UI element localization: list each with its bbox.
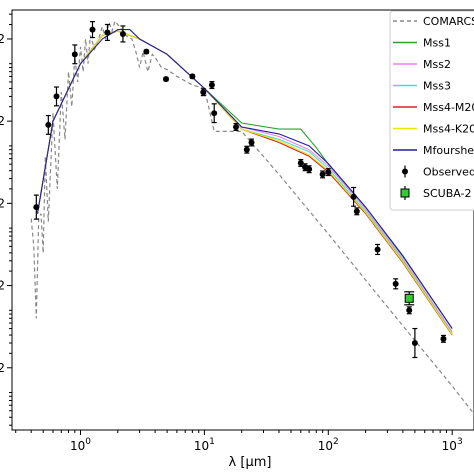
legend-label: Mss3 [423,80,451,93]
observed-point [143,48,150,55]
observed-marker [306,166,313,173]
observed-marker [53,93,60,100]
observed-point [53,86,60,107]
observed-marker [411,340,418,347]
observed-marker [104,29,111,36]
observed-point [392,278,399,290]
observed-marker [248,139,255,146]
x-tick-label: 100 [70,437,91,453]
observed-point [89,21,96,39]
observed-point [319,170,326,179]
legend-item-mss4-m20: Mss4-M20 [393,101,474,114]
legend-label: Mss4-K20 [423,123,474,136]
y-tick-label: 0.2 [0,32,5,46]
x-tick-label: 101 [194,437,215,453]
y-tick-label: 0.002 [0,196,5,210]
observed-marker [319,171,326,178]
observed-point [306,165,313,174]
observed-marker [350,193,357,200]
y-tick-label: 0.00002 [0,361,5,375]
observed-marker [243,146,250,153]
observed-point [33,194,40,220]
observed-marker [208,82,215,89]
legend-label: Mfourshell [423,144,474,157]
observed-point [200,88,207,97]
series-line-comarcs [30,19,474,415]
y-tick-label: 0.0002 [0,279,5,293]
observed-marker [200,89,207,96]
observed-marker [189,73,196,80]
observed-point [325,168,332,177]
y-tick-label: 0.02 [0,114,5,128]
observed-point [119,25,126,43]
legend-marker-swatch [402,168,408,175]
observed-marker [325,169,332,176]
observed-marker [297,159,304,166]
observed-marker [211,110,218,117]
legend-label: SCUBA-2 [423,187,472,200]
observed-point [297,158,304,167]
observed-marker [163,76,170,83]
legend-item-mss2: Mss2 [393,58,451,71]
observed-point [406,306,413,315]
legend-item-comarcs: COMARCS [393,15,474,28]
observed-marker [71,51,78,58]
observed-marker [440,335,447,342]
scuba2-marker [404,293,414,303]
legend-item-scuba-2: SCUBA-2 [400,186,472,200]
series-line-mfourshell [36,29,453,329]
observed-point [411,327,418,359]
scuba2-points-layer [404,291,415,306]
observed-marker [33,204,40,211]
observed-marker [233,123,240,130]
x-tick-label: 102 [318,437,339,453]
observed-point [350,186,357,207]
observed-point [248,138,255,147]
x-tick-label: 103 [442,437,463,453]
legend-items: COMARCS Mss1 Mss2 Mss3 Mss4-M20 Mss4-K20 Mfour… [393,15,474,200]
observed-point [243,145,250,154]
observed-marker [406,307,413,314]
observed-point [189,73,196,80]
observed-marker [392,280,399,287]
legend: COMARCS Mss1 Mss2 Mss3 Mss4-M20 Mss4-K20 Mfour… [389,10,474,211]
observed-marker [89,26,96,33]
observed-point [208,81,215,90]
x-axis-title: λ [µm] [229,455,272,470]
y-axis: 0.2 0.02 0.002 0.0002 0.00002 [0,13,12,426]
observed-marker [353,208,360,215]
observed-marker [374,246,381,253]
x-axis: 100 101 102 103 [15,430,463,453]
observed-marker [119,30,126,37]
legend-marker-swatch [400,188,410,198]
observed-point [104,23,111,42]
legend-label: Observed [423,166,474,179]
observed-point [163,76,170,83]
scuba2-point [404,291,415,306]
legend-label: Mss4-M20 [423,101,474,114]
observed-point [211,103,218,124]
legend-box [389,10,474,211]
observed-point [45,114,52,135]
observed-point [71,44,78,65]
observed-point [374,243,381,256]
legend-item-mss1: Mss1 [393,37,451,50]
legend-item-observed: Observed [402,165,474,179]
legend-label: COMARCS [423,15,474,28]
observed-marker [143,48,150,55]
observed-point [440,334,447,343]
observed-point [233,122,240,131]
legend-item-mss3: Mss3 [393,80,451,93]
legend-item-mfourshell: Mfourshell [393,144,474,157]
legend-item-mss4-k20: Mss4-K20 [393,123,474,136]
observed-point [353,207,360,216]
observed-points-layer [33,21,447,359]
legend-label: Mss2 [423,58,451,71]
observed-marker [45,121,52,128]
legend-label: Mss1 [423,37,451,50]
